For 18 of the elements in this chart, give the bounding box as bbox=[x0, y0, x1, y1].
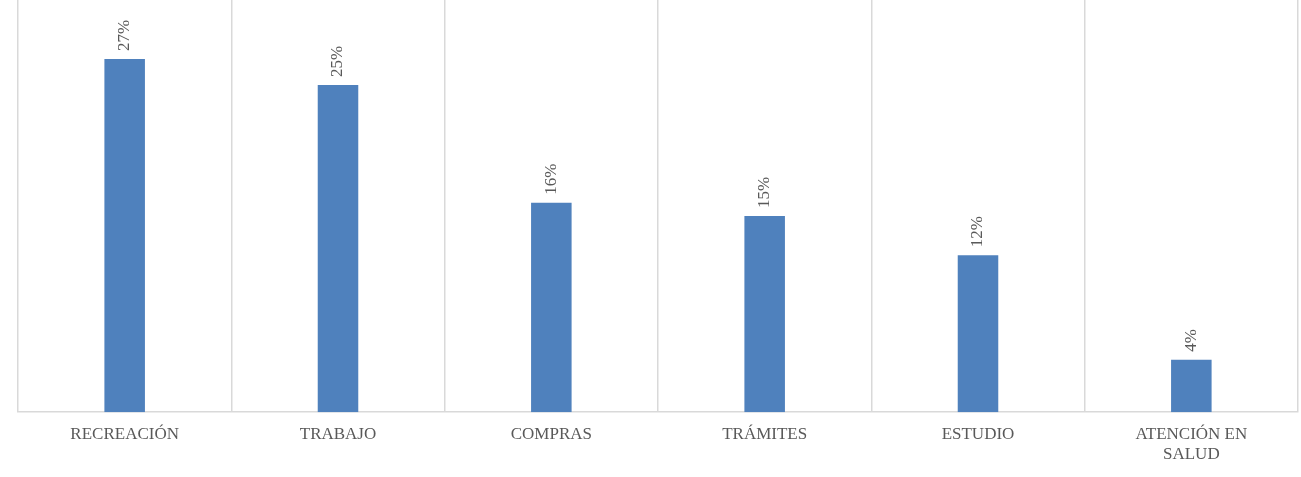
x-tick-label: ATENCIÓN EN SALUD bbox=[1135, 423, 1248, 464]
data-label: 25% bbox=[327, 45, 347, 78]
x-tick-label: ESTUDIO bbox=[941, 423, 1015, 443]
data-label: 27% bbox=[114, 19, 134, 51]
data-label: 16% bbox=[540, 163, 560, 195]
bar bbox=[317, 85, 359, 413]
x-tick-label: RECREACIÓN bbox=[70, 423, 179, 443]
data-label: 4% bbox=[1180, 329, 1200, 352]
bar bbox=[1171, 359, 1212, 413]
data-label: 12% bbox=[967, 216, 987, 248]
bar bbox=[744, 215, 785, 413]
x-tick-label: TRABAJO bbox=[299, 423, 377, 443]
data-label: 15% bbox=[754, 176, 774, 208]
bar bbox=[531, 202, 572, 413]
bar bbox=[104, 58, 145, 413]
x-tick-label: COMPRAS bbox=[510, 423, 592, 443]
bar bbox=[957, 255, 999, 413]
x-tick-label: TRÁMITES bbox=[722, 423, 808, 443]
